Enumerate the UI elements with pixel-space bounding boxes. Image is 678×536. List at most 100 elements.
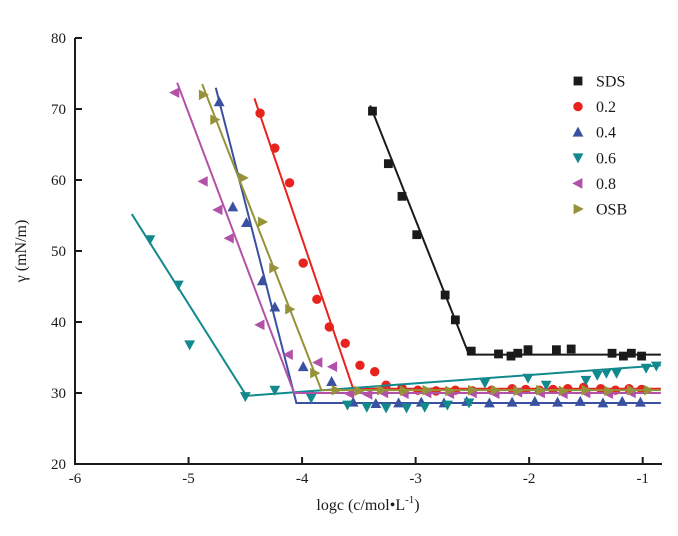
legend-label-OSB: OSB [596, 202, 627, 219]
fit-line-OSB [201, 83, 661, 392]
marker-0.6 [144, 235, 156, 246]
marker-0.4 [241, 217, 252, 227]
marker-0.6 [401, 403, 412, 414]
legend-marker-0.6 [572, 153, 584, 164]
marker-0.8 [326, 361, 338, 373]
x-axis-title-superscript: -1 [405, 494, 414, 506]
legend-marker-OSB [573, 203, 584, 215]
legend-label-0.4: 0.4 [596, 125, 616, 142]
axes-layer: 20 30 40 50 60 70 80 -6 -5 -4 -3 -2 -1 [51, 31, 662, 487]
marker-SDS [368, 106, 377, 116]
marker-OSB [513, 385, 524, 397]
marker-OSB [285, 303, 296, 315]
y-axis-title: γ (mN/m) [13, 220, 30, 284]
marker-0.2 [370, 367, 380, 377]
marker-0.6 [361, 402, 373, 413]
legend-label-0.6: 0.6 [596, 150, 616, 167]
x-axis-title-close: ) [414, 497, 419, 514]
series-0.4 [213, 87, 661, 409]
marker-OSB [238, 172, 249, 184]
marker-0.6 [522, 373, 534, 384]
marker-OSB [467, 384, 479, 396]
marker-0.4 [484, 397, 495, 408]
marker-OSB [643, 384, 655, 396]
marker-0.4 [297, 361, 309, 372]
marker-OSB [354, 385, 365, 397]
marker-OSB [198, 89, 210, 101]
y-tick-label: 50 [51, 244, 66, 260]
axis-frame [74, 38, 662, 465]
marker-0.6 [419, 402, 431, 413]
marker-0.4 [597, 397, 609, 408]
marker-0.8 [254, 319, 265, 331]
legend-item-SDS: SDS [573, 74, 625, 91]
x-axis-title: logc (c/mol•L-1) [316, 494, 419, 514]
marker-OSB [626, 384, 638, 396]
marker-OSB [269, 262, 280, 274]
legend-marker-0.2 [573, 101, 583, 112]
marker-OSB [422, 384, 433, 396]
marker-0.6 [611, 368, 622, 379]
y-tick-label: 80 [51, 31, 66, 47]
marker-0.4 [393, 397, 404, 408]
marker-SDS [383, 159, 393, 169]
series-0.2 [253, 98, 661, 396]
marker-SDS [450, 315, 460, 325]
marker-0.4 [256, 275, 268, 286]
marker-0.8 [312, 357, 323, 368]
marker-0.2 [340, 338, 350, 348]
marker-0.6 [239, 392, 251, 403]
x-tick-label: -3 [409, 471, 422, 487]
marker-OSB [399, 385, 411, 397]
marker-0.2 [270, 143, 280, 153]
marker-OSB [377, 384, 388, 396]
marker-0.4 [506, 396, 518, 407]
marker-0.8 [212, 204, 223, 216]
marker-SDS [637, 351, 646, 361]
marker-0.8 [169, 87, 180, 98]
marker-0.6 [380, 403, 392, 414]
marker-0.6 [640, 363, 652, 374]
marker-SDS [618, 351, 628, 361]
legend-marker-SDS [573, 76, 583, 86]
marker-0.6 [600, 368, 612, 379]
legend-item-0.4: 0.4 [572, 125, 616, 142]
marker-0.6 [342, 400, 353, 411]
marker-SDS [506, 351, 516, 361]
x-tick-label: -6 [69, 471, 82, 487]
marker-0.4 [227, 201, 239, 212]
series-0.6 [130, 213, 662, 414]
marker-0.2 [255, 108, 265, 118]
marker-0.2 [355, 360, 365, 371]
marker-SDS [523, 345, 533, 355]
marker-SDS [494, 349, 503, 359]
marker-OSB [257, 216, 269, 228]
y-tick-label: 20 [51, 457, 66, 473]
marker-0.2 [284, 178, 295, 188]
fit-line-0.2 [253, 98, 661, 390]
marker-OSB [604, 385, 615, 397]
series-SDS [368, 105, 661, 361]
marker-0.8 [362, 389, 373, 400]
y-tick-label: 30 [51, 386, 66, 402]
legend-marker-0.4 [572, 126, 584, 137]
marker-OSB [490, 384, 501, 396]
marker-OSB [331, 384, 342, 396]
marker-0.4 [552, 396, 563, 407]
series-OSB [198, 83, 661, 397]
y-tick-label: 70 [51, 102, 66, 118]
x-tick-label: -5 [182, 471, 195, 487]
marker-OSB [445, 385, 456, 397]
marker-0.6 [305, 393, 317, 404]
marker-0.8 [282, 349, 293, 360]
legend-item-0.8: 0.8 [572, 176, 616, 193]
marker-OSB [536, 384, 547, 396]
legend-label-0.2: 0.2 [596, 99, 616, 116]
marker-SDS [466, 346, 476, 356]
marker-0.6 [580, 375, 592, 386]
legend-item-0.2: 0.2 [573, 99, 616, 116]
marker-SDS [552, 345, 561, 355]
marker-OSB [558, 385, 570, 397]
marker-SDS [626, 348, 636, 358]
marker-0.6 [269, 385, 281, 396]
